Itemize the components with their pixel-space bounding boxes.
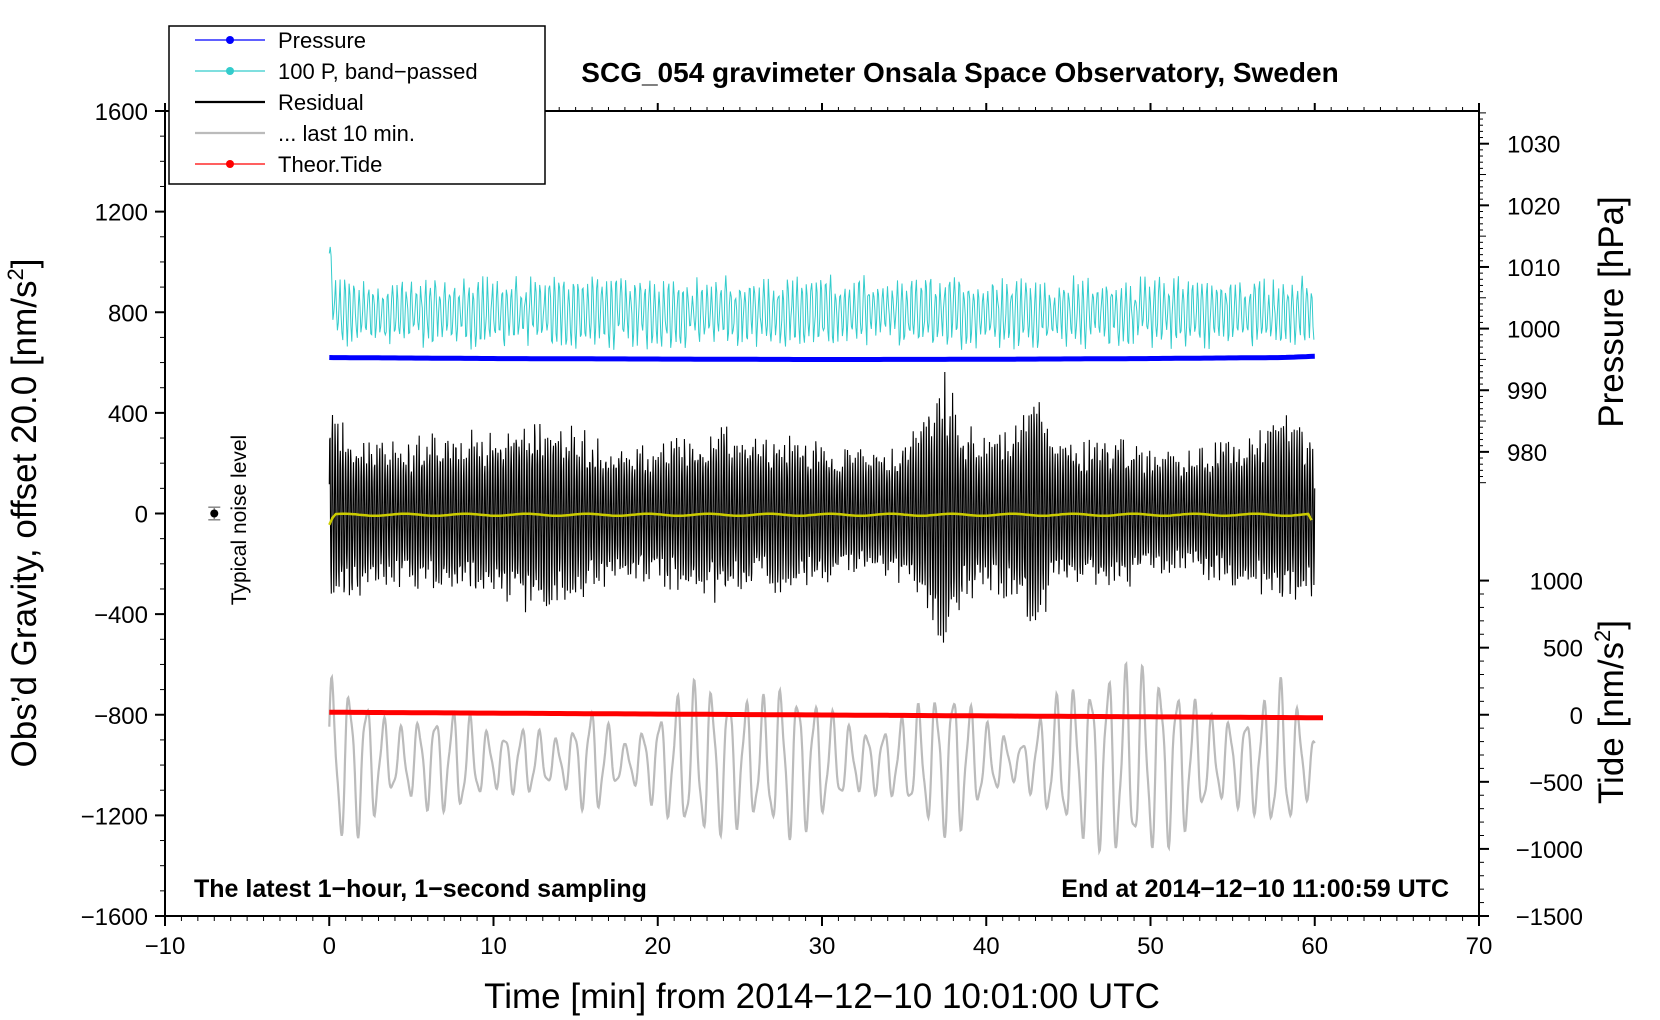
tide-tick-label: −1500	[1516, 904, 1583, 931]
pressure-tick-label: 1000	[1507, 317, 1560, 344]
legend: Pressure 100 P, band−passed Residual ... la…	[168, 25, 546, 185]
legend-label: Residual	[278, 90, 364, 115]
tide-tick-label: −500	[1529, 770, 1583, 797]
y-axis-label: Obs’d Gravity, offset 20.0 [nm/s2]	[3, 259, 44, 768]
legend-marker	[226, 36, 234, 44]
series-smoothed-residual-line	[328, 512, 1313, 526]
x-tick-label: 20	[644, 933, 671, 960]
legend-label: 100 P, band−passed	[278, 59, 478, 84]
x-tick-label: −10	[145, 933, 186, 960]
tide-tick-label: 0	[1570, 703, 1583, 730]
tide-axis-label: Tide [nm/s2]	[1590, 620, 1631, 804]
x-tick-label: 0	[323, 933, 336, 960]
y-tick-label: 800	[108, 300, 148, 327]
pressure-tick-label: 1010	[1507, 255, 1560, 282]
y-tick-label: −1600	[81, 904, 148, 931]
y-tick-label: 400	[108, 401, 148, 428]
tide-tick-label: 1000	[1530, 569, 1583, 596]
series-pressure-line	[329, 353, 1315, 362]
end-time-note: End at 2014−12−10 11:00:59 UTC	[1061, 875, 1449, 903]
pressure-tick-label: 1030	[1507, 132, 1560, 159]
series-bandpassed-line	[328, 246, 1315, 350]
pressure-tick-label: 990	[1507, 378, 1547, 405]
pressure-axis-label: Pressure [hPa]	[1592, 196, 1631, 428]
x-tick-label: 40	[973, 933, 1000, 960]
noise-marker-point	[210, 509, 219, 518]
y-tick-label: −800	[94, 703, 148, 730]
noise-level-label: Typical noise level	[228, 435, 251, 605]
x-tick-label: 10	[480, 933, 507, 960]
chart-title: SCG_054 gravimeter Onsala Space Observat…	[581, 57, 1338, 88]
y-tick-label: 0	[135, 502, 148, 529]
pressure-tick-label: 980	[1507, 440, 1547, 467]
data-series-group	[208, 246, 1324, 856]
y-tick-label: −1200	[81, 803, 148, 830]
series-tide-line	[329, 709, 1324, 721]
y-tick-label: −400	[94, 602, 148, 629]
legend-box	[168, 25, 546, 185]
x-tick-label: 70	[1466, 933, 1493, 960]
legend-marker	[226, 160, 234, 168]
sampling-note: The latest 1−hour, 1−second sampling	[194, 875, 647, 903]
x-tick-label: 50	[1137, 933, 1164, 960]
tide-tick-label: −1000	[1516, 837, 1583, 864]
tide-tick-label: 500	[1543, 636, 1583, 663]
y-tick-label: 1200	[95, 200, 148, 227]
series-residual-line	[328, 371, 1316, 643]
pressure-tick-label: 1020	[1507, 193, 1560, 220]
x-tick-label: 60	[1301, 933, 1328, 960]
x-tick-label: 30	[809, 933, 836, 960]
series-last-10-min-line	[328, 660, 1316, 856]
y-tick-label: 1600	[95, 99, 148, 126]
legend-marker	[226, 67, 234, 75]
x-axis-label: Time [min] from 2014−12−10 10:01:00 UTC	[484, 977, 1160, 1016]
legend-label: ... last 10 min.	[278, 121, 415, 146]
legend-label: Theor.Tide	[278, 152, 382, 177]
legend-label: Pressure	[278, 28, 366, 53]
